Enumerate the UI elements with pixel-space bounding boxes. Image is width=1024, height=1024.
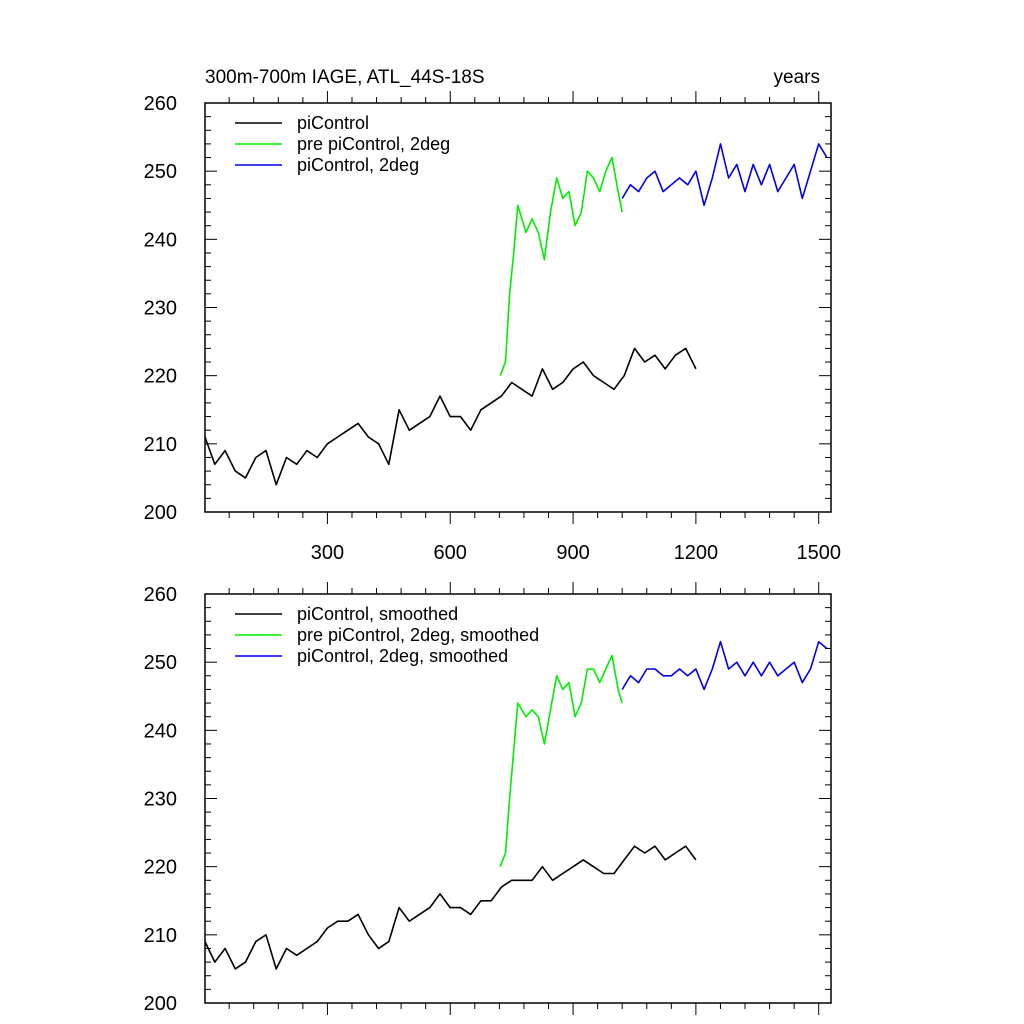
bottom-chart-panel: 200 210 220 230 240 250 260 piControl, smoothed… — [144, 582, 832, 1015]
y-tick-label: 210 — [144, 434, 177, 456]
x-tick-label: 1500 — [796, 542, 841, 564]
legend-label: pre piControl, 2deg, smoothed — [297, 625, 539, 645]
x-tick-label: 1200 — [674, 542, 719, 564]
y-tick-label: 200 — [144, 502, 177, 524]
y-tick-label: 210 — [144, 925, 177, 947]
y-tick-label: 250 — [144, 161, 177, 183]
x-tick-label: 900 — [556, 542, 589, 564]
series-line-0 — [204, 845, 697, 970]
series-line-0 — [204, 347, 697, 486]
legend-label: piControl, smoothed — [297, 604, 458, 624]
series-line-1 — [499, 156, 623, 376]
y-tick-label: 230 — [144, 789, 177, 811]
y-tick-label: 240 — [144, 720, 177, 742]
x-tick-label: 300 — [311, 542, 344, 564]
y-tick-label: 250 — [144, 652, 177, 674]
legend-label: piControl — [297, 113, 369, 133]
x-tick-label: 600 — [434, 542, 467, 564]
y-tick-label: 260 — [144, 93, 177, 115]
legend-label: pre piControl, 2deg — [297, 134, 450, 154]
y-tick-label: 240 — [144, 229, 177, 251]
legend-label: piControl, 2deg, smoothed — [297, 646, 508, 666]
chart-units-label: years — [774, 67, 820, 88]
chart-title: 300m-700m IAGE, ATL_44S-18S — [205, 67, 485, 88]
y-tick-label: 260 — [144, 584, 177, 606]
top-chart-panel: 300m-700m IAGE, ATL_44S-18S years 200 210… — [144, 67, 841, 564]
y-tick-label: 220 — [144, 857, 177, 879]
legend-label: piControl, 2deg — [297, 155, 419, 175]
y-tick-label: 230 — [144, 298, 177, 320]
series-line-1 — [499, 654, 623, 867]
y-tick-label: 220 — [144, 366, 177, 388]
series-line-2 — [621, 640, 828, 691]
y-tick-label: 200 — [144, 993, 177, 1015]
series-line-2 — [621, 143, 828, 207]
